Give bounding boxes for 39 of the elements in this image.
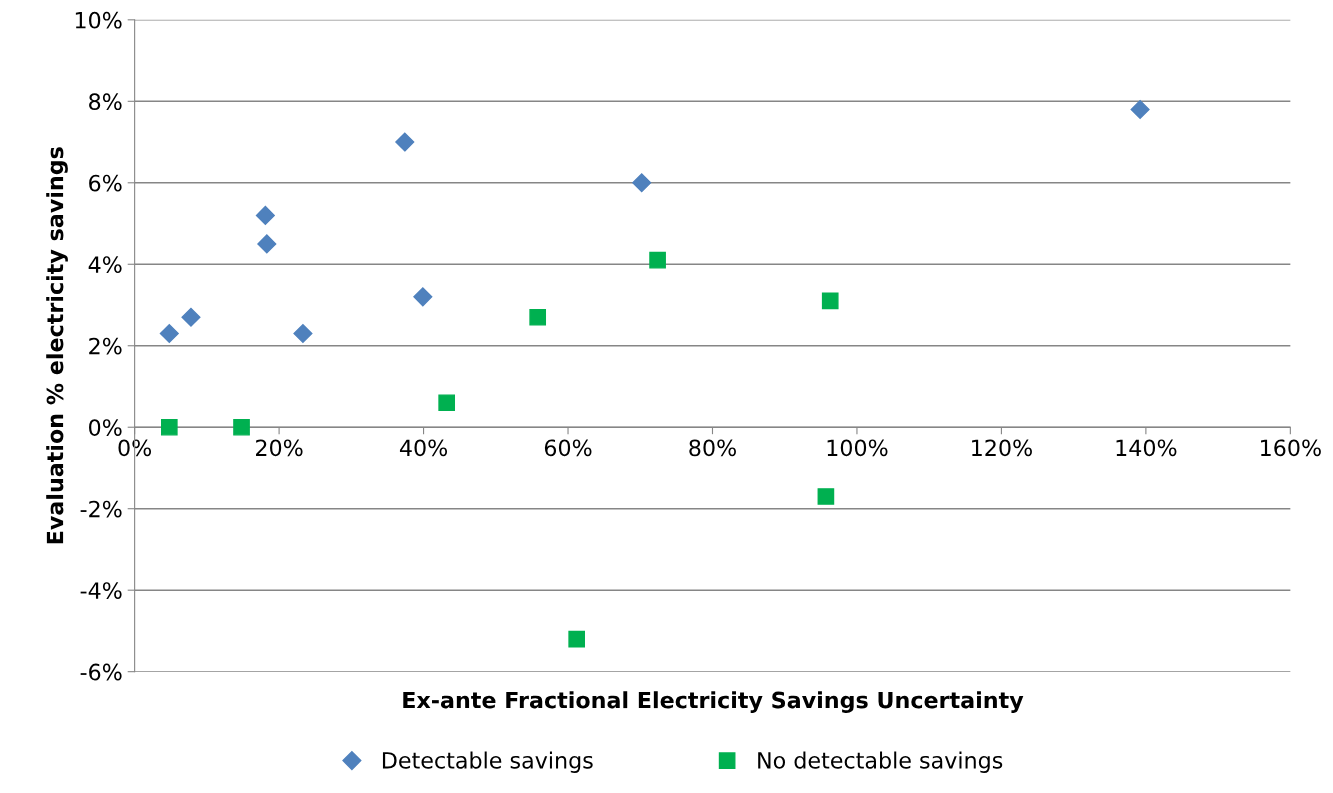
x-tick-label: 140%: [1116, 439, 1177, 457]
y-tick-label: -6%: [80, 663, 122, 681]
y-tick-label: 10%: [75, 11, 122, 29]
y-tick-label: 4%: [88, 256, 122, 274]
point: [1130, 99, 1150, 119]
x-axis-title: Ex-ante Fractional Electricity Savings Uncertainty: [403, 691, 1024, 713]
point: [438, 394, 456, 412]
y-tick-label: 0%: [89, 419, 122, 436]
y-tick-label: -4%: [80, 582, 122, 599]
x-tick-label: 0%: [118, 439, 152, 457]
x-tick-label: 120%: [972, 439, 1032, 457]
x-tick-label: 60%: [544, 439, 592, 457]
point: [568, 630, 586, 648]
y-tick-label: 8%: [89, 93, 122, 111]
point: [529, 308, 547, 326]
x-tick-label: 100%: [827, 439, 888, 457]
point: [255, 205, 275, 225]
legend-label: No detectable savings: [758, 751, 1003, 773]
point: [160, 418, 178, 436]
point: [649, 251, 666, 269]
y-tick-label: 6%: [89, 174, 122, 192]
point: [181, 307, 201, 327]
y-tick-label: -2%: [80, 500, 122, 518]
point: [817, 488, 835, 505]
point: [821, 292, 839, 310]
point: [632, 173, 652, 193]
y-axis-title: Evaluation % electricity savings: [46, 147, 68, 544]
point: [395, 132, 415, 152]
point: [293, 323, 313, 344]
legend-label: Detectable savings: [382, 751, 593, 773]
point: [159, 323, 179, 344]
point: [233, 418, 250, 436]
point: [413, 287, 433, 307]
x-tick-label: 20%: [256, 439, 303, 457]
x-tick-label: 80%: [689, 439, 736, 457]
y-tick-label: 2%: [89, 337, 122, 355]
x-tick-label: 40%: [399, 439, 448, 457]
x-tick-label: 160%: [1261, 439, 1321, 457]
point: [257, 234, 277, 254]
